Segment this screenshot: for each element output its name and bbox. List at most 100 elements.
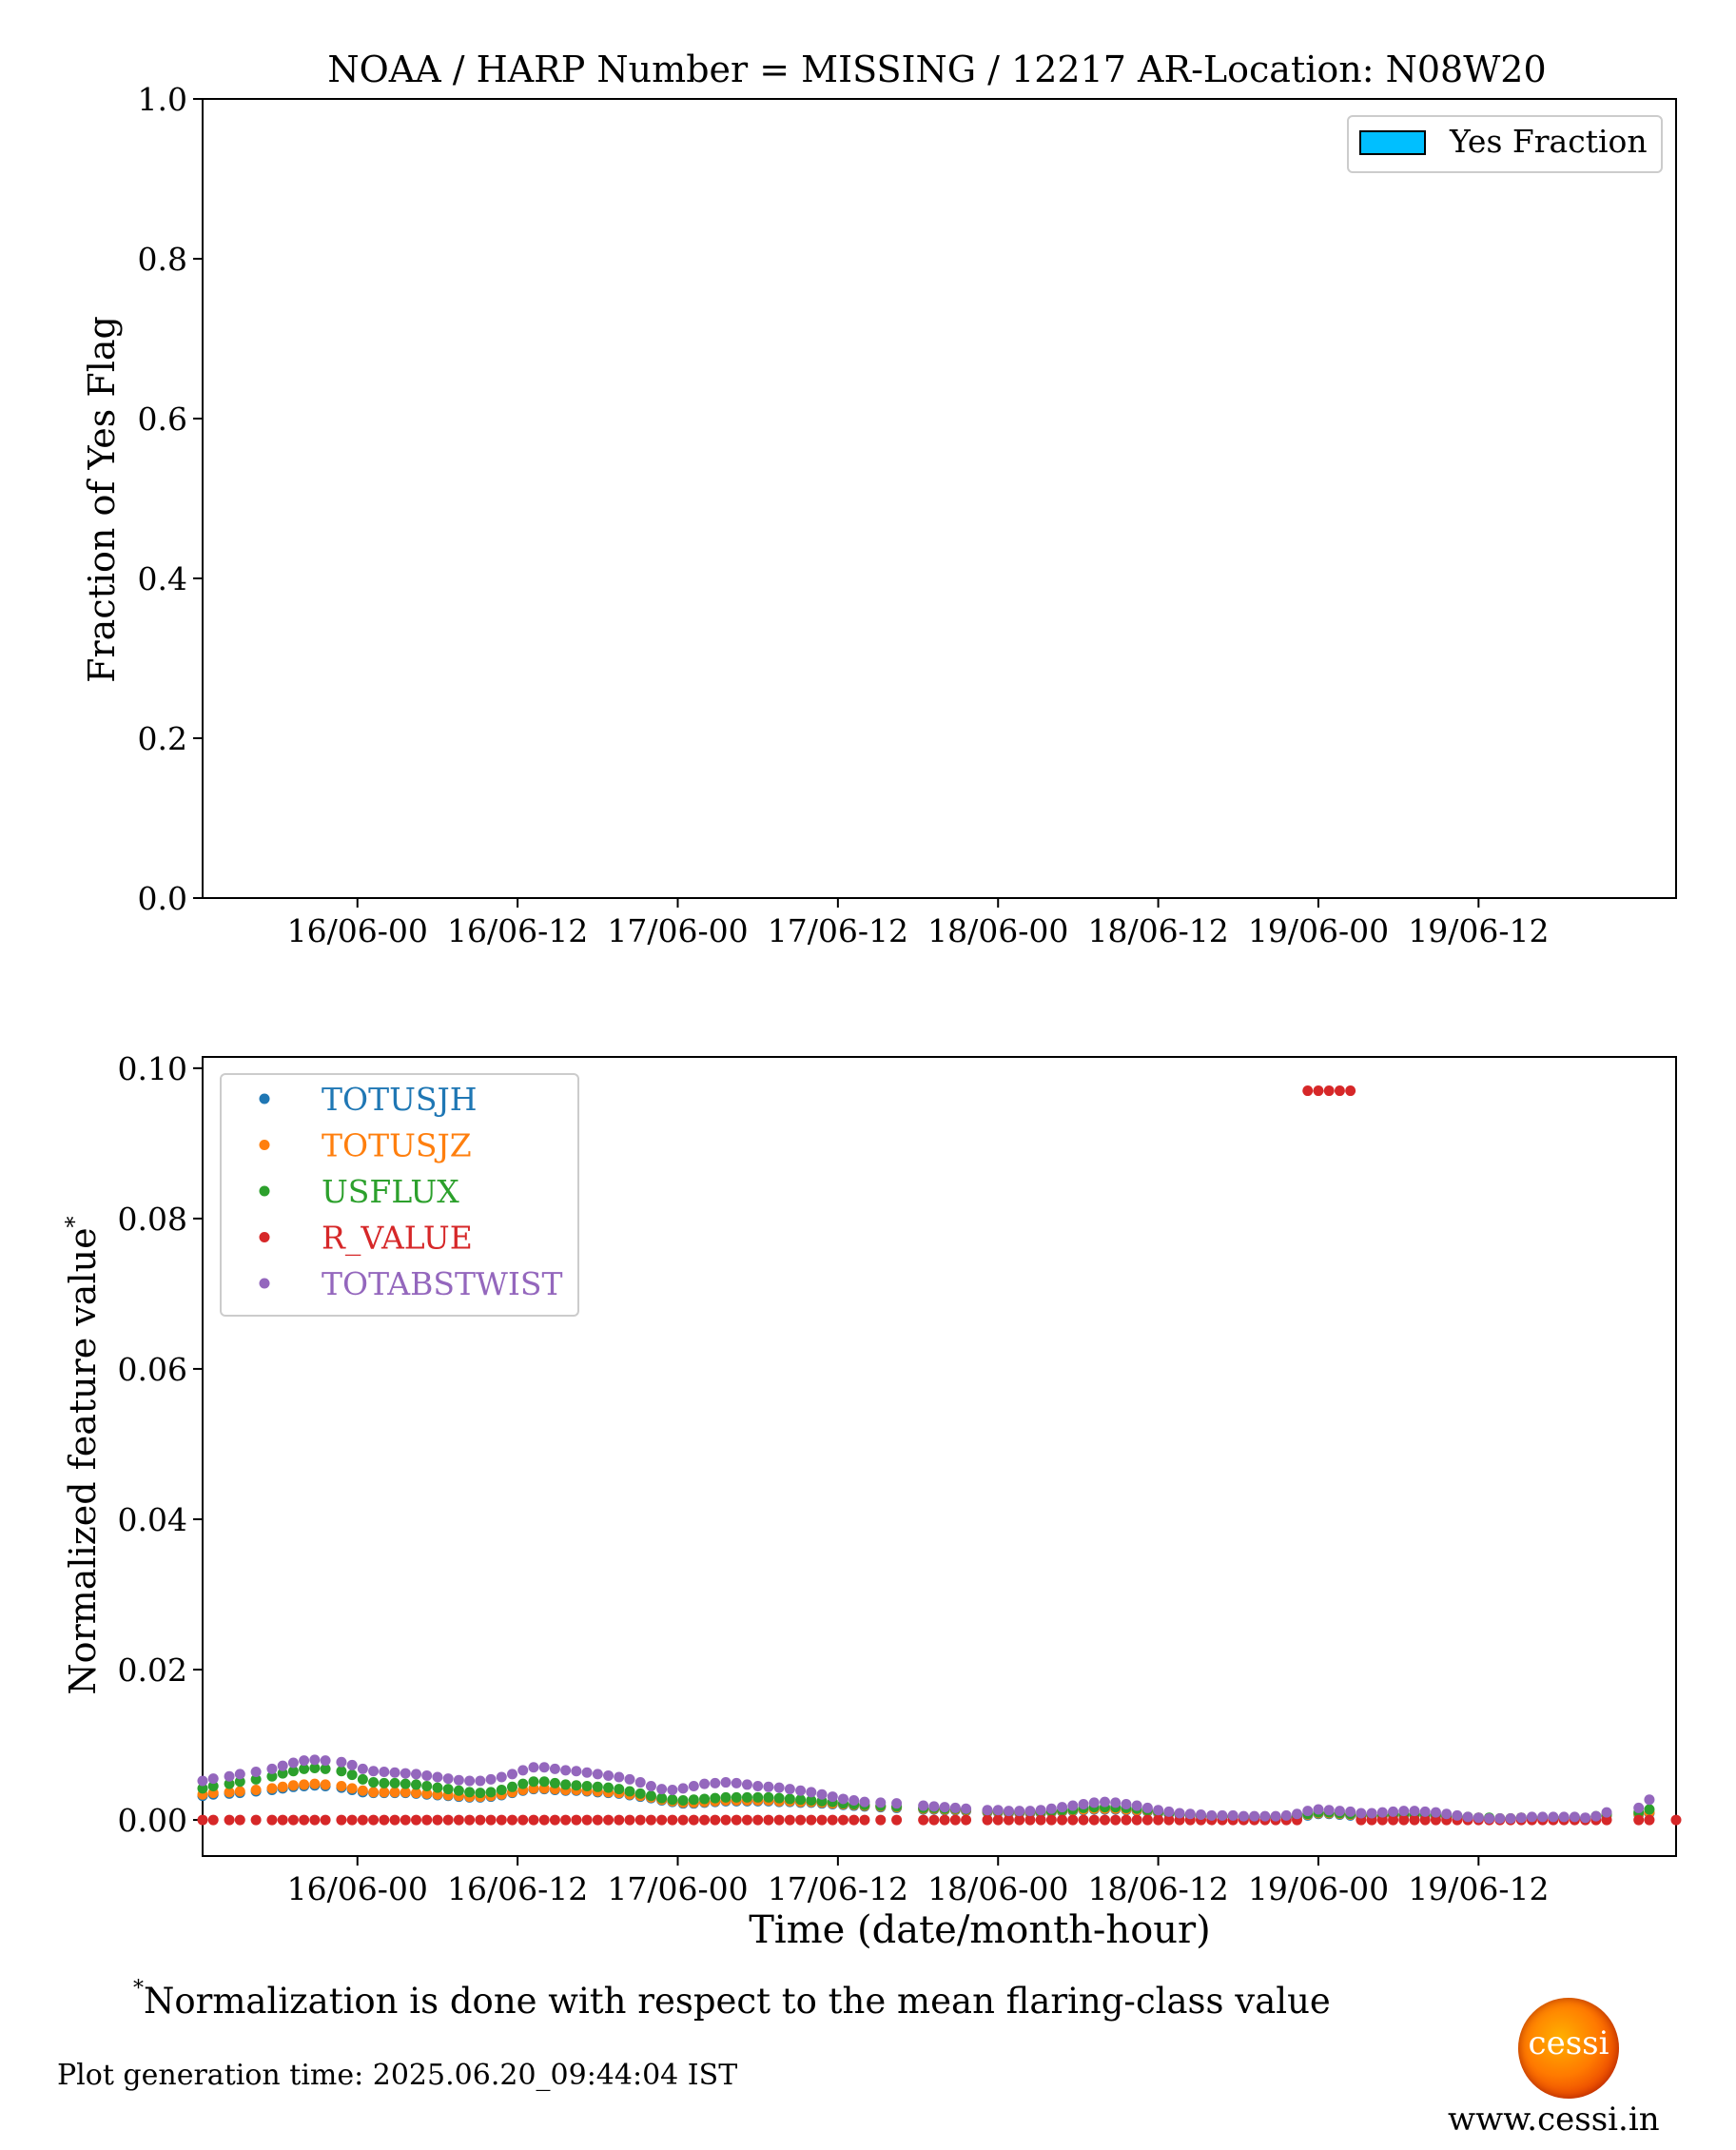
cessi-logo[interactable]: cessi xyxy=(1518,1998,1619,2099)
point-r-value xyxy=(379,1814,390,1826)
yes-fraction-legend-swatch xyxy=(1359,130,1426,155)
bottom-y-tick-label: 0.08 xyxy=(118,1201,187,1238)
point-totabstwist xyxy=(1430,1807,1441,1818)
top-x-tick-label: 19/06-00 xyxy=(1248,912,1389,949)
point-usflux xyxy=(560,1779,572,1790)
point-totusjz xyxy=(400,1787,411,1798)
legend-label-r-value: R_VALUE xyxy=(322,1220,473,1258)
top-y-tick-label: 0.6 xyxy=(138,401,187,438)
point-usflux xyxy=(645,1790,656,1802)
point-totabstwist xyxy=(1217,1809,1228,1821)
point-r-value xyxy=(357,1814,368,1826)
point-r-value xyxy=(710,1814,721,1826)
point-totabstwist xyxy=(634,1777,646,1788)
point-totabstwist xyxy=(603,1769,614,1781)
point-r-value xyxy=(266,1814,278,1826)
point-totabstwist xyxy=(667,1784,678,1795)
point-totabstwist xyxy=(875,1797,887,1808)
point-r-value xyxy=(667,1814,678,1826)
point-totabstwist xyxy=(421,1769,433,1781)
top-chart-title: NOAA / HARP Number = MISSING / 12217 AR-… xyxy=(327,49,1546,90)
point-r-value xyxy=(614,1814,625,1826)
point-totabstwist xyxy=(1334,1806,1345,1817)
point-r-value xyxy=(816,1814,828,1826)
point-totusjz xyxy=(224,1787,235,1798)
point-totabstwist xyxy=(528,1762,539,1773)
bottom-panel: 0.00 0.02 0.04 0.06 0.08 0.10 16/06-00 16/06-1… xyxy=(61,1050,1682,1952)
point-totabstwist xyxy=(1196,1809,1207,1821)
point-totabstwist xyxy=(1078,1798,1089,1809)
point-r-value xyxy=(982,1814,993,1826)
point-totusjz xyxy=(266,1783,278,1794)
top-y-tick-label: 0.0 xyxy=(138,880,187,917)
point-usflux xyxy=(507,1781,518,1792)
point-totabstwist xyxy=(1099,1796,1110,1808)
point-r-value xyxy=(656,1814,668,1826)
cessi-url-link[interactable]: www.cessi.in xyxy=(1448,2101,1660,2139)
point-r-value xyxy=(645,1814,656,1826)
point-r-value xyxy=(1388,1814,1399,1826)
point-usflux xyxy=(368,1777,380,1788)
point-r-value xyxy=(603,1814,614,1826)
point-usflux xyxy=(731,1791,742,1803)
point-totabstwist xyxy=(379,1766,390,1777)
top-y-tick-label: 0.4 xyxy=(138,560,187,597)
bottom-y-tick-label: 0.00 xyxy=(118,1802,187,1839)
point-totabstwist xyxy=(837,1793,848,1805)
point-totusjz xyxy=(250,1784,262,1795)
point-usflux xyxy=(464,1787,476,1798)
point-usflux xyxy=(581,1781,593,1792)
point-usflux xyxy=(475,1788,486,1799)
plot-generation-time: Plot generation time: 2025.06.20_09:44:0… xyxy=(57,2059,738,2092)
point-r-value xyxy=(1334,1085,1345,1097)
point-usflux xyxy=(485,1787,497,1798)
point-totabstwist xyxy=(1174,1808,1185,1819)
top-x-tick-label: 16/06-00 xyxy=(287,912,428,949)
point-totabstwist xyxy=(549,1763,560,1774)
point-usflux xyxy=(250,1773,262,1785)
point-totabstwist xyxy=(517,1765,529,1776)
point-totabstwist xyxy=(1067,1800,1079,1811)
point-totabstwist xyxy=(475,1775,486,1787)
point-r-value xyxy=(581,1814,593,1826)
point-totabstwist xyxy=(1484,1812,1495,1824)
point-totabstwist xyxy=(848,1795,860,1807)
point-totabstwist xyxy=(763,1781,774,1792)
point-totabstwist xyxy=(1505,1812,1516,1824)
point-totabstwist xyxy=(571,1766,582,1777)
point-totabstwist xyxy=(357,1763,368,1774)
point-totabstwist xyxy=(688,1781,699,1792)
point-totabstwist xyxy=(1057,1802,1068,1813)
bottom-x-tick-label: 16/06-12 xyxy=(447,1870,588,1907)
point-usflux xyxy=(299,1763,310,1774)
point-totabstwist xyxy=(1024,1806,1036,1817)
point-usflux xyxy=(720,1791,731,1803)
bottom-x-axis: 16/06-00 16/06-12 17/06-00 17/06-12 18/06-00… xyxy=(287,1856,1549,1907)
point-usflux xyxy=(346,1769,358,1781)
top-x-axis: 16/06-00 16/06-12 17/06-00 17/06-12 18/06-00… xyxy=(287,898,1549,949)
legend-label-totusjz: TOTUSJZ xyxy=(322,1127,472,1164)
point-totabstwist xyxy=(320,1755,331,1767)
point-r-value xyxy=(1088,1814,1100,1826)
point-totabstwist xyxy=(891,1798,903,1809)
point-r-value xyxy=(1099,1814,1110,1826)
point-totabstwist xyxy=(453,1774,464,1786)
point-r-value xyxy=(475,1814,486,1826)
point-totusjz xyxy=(309,1778,321,1789)
bottom-y-axis-label-marker: * xyxy=(61,1216,88,1227)
point-totusjz xyxy=(421,1788,433,1799)
point-totabstwist xyxy=(1366,1808,1377,1819)
point-usflux xyxy=(538,1776,550,1788)
point-usflux xyxy=(592,1781,603,1792)
point-usflux xyxy=(336,1766,347,1777)
point-r-value xyxy=(918,1814,929,1826)
point-totabstwist xyxy=(309,1754,321,1766)
top-x-tick-label: 18/06-00 xyxy=(927,912,1068,949)
point-totabstwist xyxy=(982,1805,993,1816)
point-r-value xyxy=(875,1814,887,1826)
bottom-y-tick-label: 0.10 xyxy=(118,1050,187,1087)
point-r-value xyxy=(485,1814,497,1826)
point-totabstwist xyxy=(1121,1798,1132,1809)
point-r-value xyxy=(528,1814,539,1826)
point-r-value xyxy=(336,1814,347,1826)
